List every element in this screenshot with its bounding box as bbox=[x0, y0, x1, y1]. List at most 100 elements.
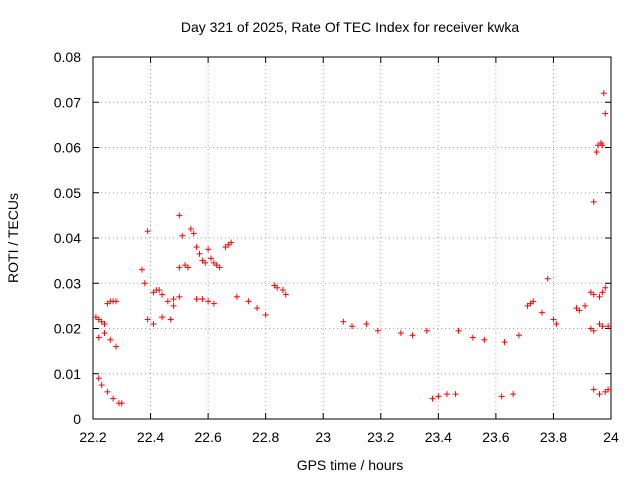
data-point bbox=[340, 318, 347, 325]
data-point bbox=[187, 225, 194, 232]
data-point bbox=[363, 320, 370, 327]
data-point bbox=[95, 375, 102, 382]
data-point bbox=[159, 291, 166, 298]
data-point bbox=[510, 391, 517, 398]
data-point bbox=[605, 323, 612, 330]
data-point bbox=[254, 305, 261, 312]
data-point bbox=[553, 320, 560, 327]
data-point bbox=[216, 264, 223, 271]
data-point bbox=[590, 291, 597, 298]
data-point bbox=[176, 212, 183, 219]
x-tick-label: 23.2 bbox=[367, 429, 394, 445]
data-point bbox=[469, 334, 476, 341]
data-point bbox=[590, 386, 597, 393]
data-point bbox=[515, 332, 522, 339]
data-point bbox=[602, 284, 609, 291]
data-point bbox=[596, 293, 603, 300]
data-point bbox=[205, 246, 212, 253]
data-point bbox=[599, 323, 606, 330]
data-point bbox=[423, 327, 430, 334]
data-point bbox=[582, 302, 589, 309]
data-point bbox=[550, 316, 557, 323]
data-point bbox=[538, 309, 545, 316]
data-point bbox=[159, 314, 166, 321]
data-point bbox=[144, 316, 151, 323]
data-point bbox=[262, 311, 269, 318]
data-point bbox=[435, 393, 442, 400]
data-point bbox=[170, 296, 177, 303]
data-point bbox=[95, 334, 102, 341]
data-point bbox=[202, 259, 209, 266]
data-point bbox=[110, 395, 117, 402]
axis-ticks: 22.2 22.4 22.6 22.8 23 23.2 23.4 23.6 23.8 24 0 0.0… bbox=[54, 49, 619, 445]
x-tick-label: 24 bbox=[603, 429, 619, 445]
data-point bbox=[544, 275, 551, 282]
data-point bbox=[481, 336, 488, 343]
y-tick-label: 0.02 bbox=[54, 321, 81, 337]
y-tick-label: 0.08 bbox=[54, 49, 81, 65]
data-point bbox=[104, 388, 111, 395]
data-point bbox=[349, 323, 355, 330]
data-point bbox=[107, 336, 114, 343]
data-point bbox=[590, 198, 597, 205]
data-point bbox=[409, 332, 416, 339]
data-point bbox=[599, 289, 606, 296]
data-point bbox=[164, 298, 171, 305]
data-point bbox=[101, 320, 108, 327]
data-point bbox=[279, 287, 286, 294]
x-tick-label: 23.6 bbox=[482, 429, 509, 445]
data-point bbox=[576, 307, 583, 314]
y-tick-label: 0.06 bbox=[54, 140, 81, 156]
x-tick-label: 22.4 bbox=[137, 429, 164, 445]
data-point bbox=[167, 316, 174, 323]
data-point bbox=[101, 330, 108, 337]
data-point bbox=[141, 280, 148, 287]
data-point bbox=[605, 386, 612, 393]
data-point bbox=[156, 287, 163, 294]
y-tick-label: 0 bbox=[73, 411, 81, 427]
data-point bbox=[113, 298, 120, 305]
data-point bbox=[599, 142, 606, 149]
data-point bbox=[207, 255, 214, 262]
data-point bbox=[98, 382, 105, 389]
data-point bbox=[193, 296, 200, 303]
data-point bbox=[176, 293, 183, 300]
y-axis-label: ROTI / TECUs bbox=[5, 193, 21, 283]
x-tick-label: 23 bbox=[315, 429, 331, 445]
data-point bbox=[170, 302, 177, 309]
x-axis-label: GPS time / hours bbox=[297, 457, 404, 473]
data-point bbox=[190, 230, 197, 237]
data-point bbox=[184, 264, 191, 271]
data-point bbox=[210, 300, 217, 307]
data-point bbox=[199, 296, 206, 303]
data-point bbox=[196, 250, 203, 257]
data-point bbox=[118, 400, 125, 407]
data-point bbox=[113, 343, 120, 350]
data-points bbox=[92, 90, 612, 407]
data-point bbox=[443, 391, 450, 398]
y-tick-label: 0.01 bbox=[54, 366, 81, 382]
data-point bbox=[596, 391, 603, 398]
data-point bbox=[452, 391, 459, 398]
x-tick-label: 23.4 bbox=[425, 429, 452, 445]
data-point bbox=[530, 298, 537, 305]
data-point bbox=[282, 291, 289, 298]
data-point bbox=[176, 264, 183, 271]
x-tick-label: 22.8 bbox=[252, 429, 279, 445]
data-point bbox=[193, 244, 200, 251]
data-point bbox=[498, 393, 505, 400]
data-point bbox=[274, 284, 281, 291]
x-tick-label: 22.6 bbox=[194, 429, 221, 445]
data-point bbox=[144, 228, 151, 235]
x-tick-label: 23.8 bbox=[540, 429, 567, 445]
y-tick-label: 0.05 bbox=[54, 185, 81, 201]
data-point bbox=[429, 395, 436, 402]
x-tick-label: 22.2 bbox=[79, 429, 106, 445]
data-point bbox=[205, 298, 212, 305]
y-tick-label: 0.04 bbox=[54, 230, 81, 246]
data-point bbox=[593, 149, 600, 156]
data-point bbox=[138, 266, 145, 273]
data-point bbox=[455, 327, 462, 334]
data-point bbox=[602, 110, 609, 117]
